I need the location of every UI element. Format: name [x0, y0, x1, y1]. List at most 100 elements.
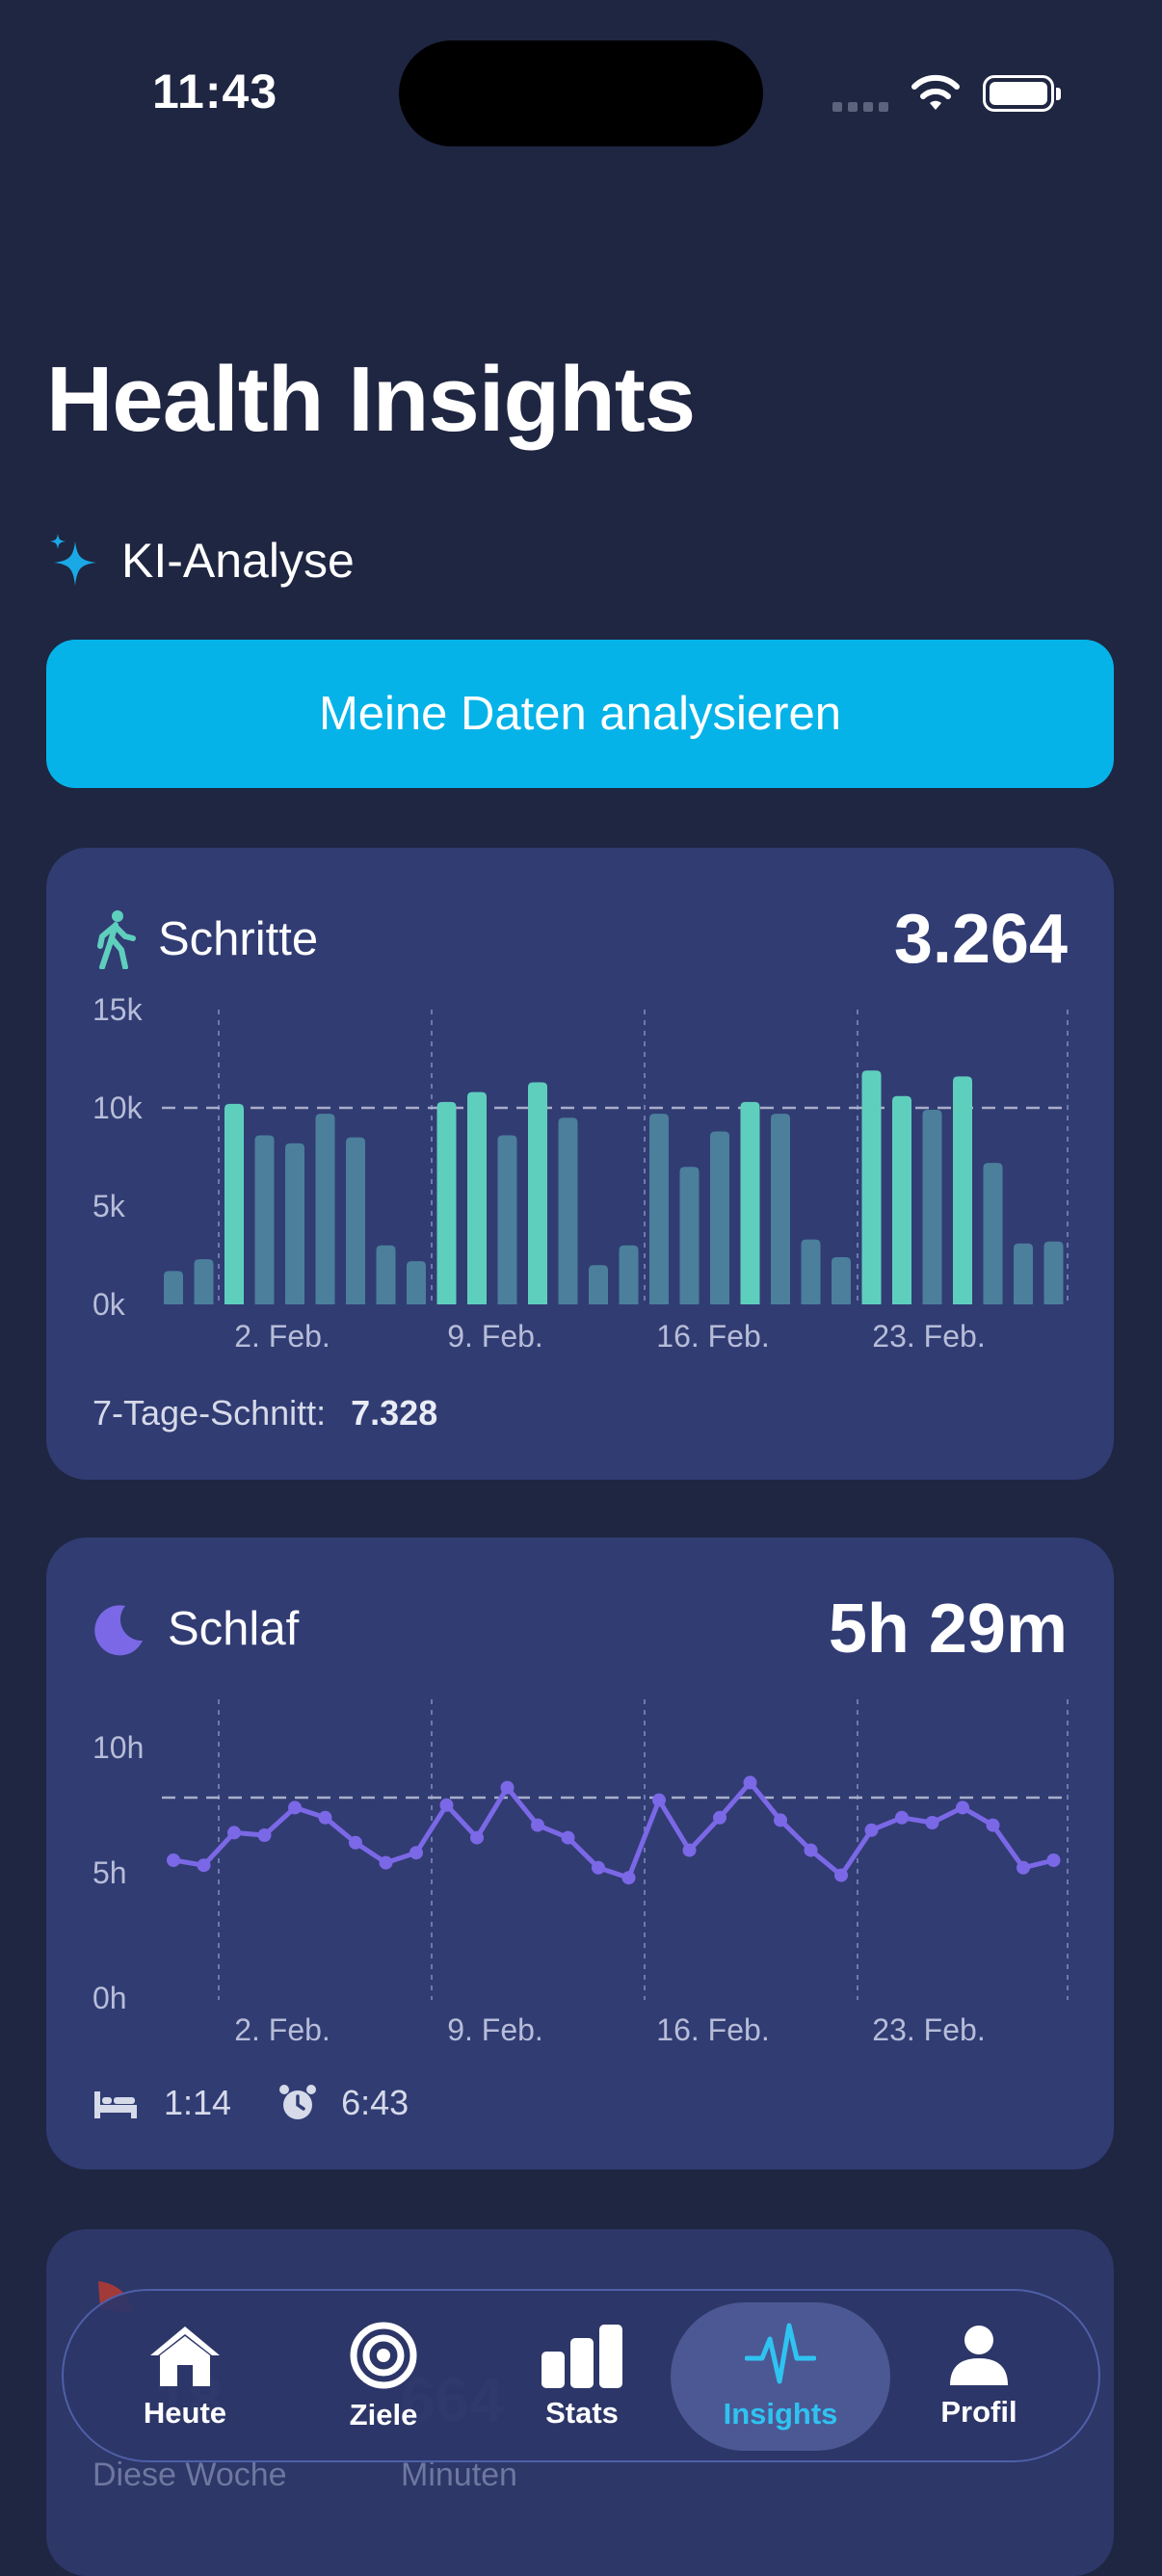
sleep-point: [986, 1818, 1000, 1832]
wake-value: 6:43: [341, 2083, 409, 2122]
tab-insights[interactable]: Insights: [671, 2302, 890, 2451]
steps-bar: [164, 1271, 183, 1304]
sleep-y-tick: 0h: [92, 1981, 127, 2015]
steps-bar: [376, 1245, 396, 1304]
steps-y-tick: 15k: [92, 992, 144, 1027]
ai-analysis-header: KI-Analyse: [46, 532, 355, 590]
tab-ziele[interactable]: Ziele: [274, 2302, 493, 2451]
steps-bar: [771, 1114, 790, 1304]
sleep-point: [470, 1830, 484, 1845]
sleep-x-tick: 2. Feb.: [234, 2012, 330, 2047]
battery-icon: [983, 75, 1061, 112]
steps-y-tick: 10k: [92, 1091, 144, 1125]
bedtime-value: 1:14: [164, 2083, 232, 2122]
tab-stats[interactable]: Stats: [472, 2302, 692, 2451]
steps-value: 3.264: [893, 901, 1068, 978]
steps-bar: [254, 1135, 275, 1304]
sleep-point: [621, 1871, 636, 1885]
steps-chart: 15k 10k 5k 0k 2. Feb. 9. Feb. 16. Feb. 23. Feb.: [92, 992, 1070, 1354]
tab-profil-label: Profil: [940, 2395, 1017, 2429]
sleep-y-tick: 10h: [92, 1730, 144, 1765]
moon-icon: [94, 1605, 143, 1656]
steps-bar: [710, 1131, 729, 1304]
tab-bar: Heute Ziele Stats Insights Profil: [62, 2289, 1100, 2462]
steps-title: Schritte: [158, 913, 319, 965]
tab-profil[interactable]: Profil: [869, 2302, 1089, 2451]
steps-bar: [1014, 1243, 1033, 1304]
sleep-point: [561, 1830, 575, 1845]
tab-stats-label: Stats: [545, 2396, 619, 2430]
alarm-clock-icon: [279, 2085, 317, 2119]
page-title: Health Insights: [46, 348, 696, 451]
steps-x-tick: 2. Feb.: [234, 1319, 330, 1354]
steps-bar: [740, 1101, 760, 1304]
status-time: 11:43: [152, 65, 278, 118]
sleep-y-tick: 5h: [92, 1855, 127, 1890]
sleep-point: [409, 1846, 423, 1860]
sleep-value: 5h 29m: [828, 1590, 1068, 1668]
steps-bar: [467, 1091, 487, 1304]
tab-heute-label: Heute: [143, 2396, 227, 2430]
steps-bar: [649, 1114, 669, 1304]
sleep-point: [288, 1801, 302, 1815]
sleep-point: [197, 1858, 211, 1873]
house-icon: [150, 2326, 220, 2386]
activity-minutes-label: Minuten: [401, 2457, 517, 2493]
steps-bar: [194, 1259, 214, 1304]
steps-bar: [832, 1257, 851, 1304]
target-icon: [350, 2322, 417, 2389]
bed-icon: [94, 2091, 137, 2118]
steps-bar: [224, 1103, 244, 1304]
steps-bar: [953, 1076, 972, 1304]
bar-chart-icon: [541, 2325, 622, 2388]
steps-bar: [892, 1095, 911, 1304]
sleep-point: [774, 1813, 787, 1827]
sleep-point: [925, 1816, 939, 1829]
sleep-x-tick: 16. Feb.: [656, 2012, 769, 2047]
sleep-card[interactable]: Schlaf 5h 29m 10h 5h 0h 2. Feb. 9. Feb. 16. F…: [46, 1538, 1114, 2169]
sleep-point: [834, 1868, 848, 1882]
sleep-x-tick: 23. Feb.: [872, 2012, 985, 2047]
sleep-point: [682, 1843, 697, 1857]
steps-x-tick: 9. Feb.: [447, 1319, 543, 1354]
steps-x-tick: 23. Feb.: [872, 1319, 985, 1354]
activity-days-label: Diese Woche: [92, 2457, 287, 2493]
sleep-point: [349, 1835, 362, 1850]
steps-bar: [922, 1110, 942, 1304]
sleep-point: [864, 1823, 879, 1837]
sleep-point: [1017, 1860, 1030, 1875]
steps-bar: [679, 1167, 700, 1304]
steps-bar: [558, 1117, 578, 1304]
steps-bar: [285, 1143, 304, 1304]
sleep-point: [500, 1780, 515, 1795]
tab-ziele-label: Ziele: [349, 2398, 418, 2431]
steps-y-tick: 5k: [92, 1189, 126, 1223]
tab-heute[interactable]: Heute: [75, 2302, 295, 2451]
sleep-point: [1046, 1853, 1061, 1867]
steps-x-tick: 16. Feb.: [656, 1319, 769, 1354]
steps-bar: [315, 1114, 335, 1304]
sleep-title: Schlaf: [168, 1603, 300, 1655]
steps-average-value: 7.328: [351, 1393, 438, 1433]
heartbeat-icon: [745, 2323, 816, 2384]
steps-card[interactable]: Schritte 3.264 15k 10k 5k 0k 2. Feb. 9. Feb. 1…: [46, 848, 1114, 1480]
steps-bar: [861, 1070, 882, 1304]
steps-average: 7-Tage-Schnitt: 7.328: [92, 1393, 437, 1433]
dynamic-island: [399, 40, 763, 146]
sleep-point: [592, 1860, 605, 1875]
sleep-point: [257, 1828, 272, 1842]
person-icon: [950, 2326, 1008, 2385]
sleep-times: 1:14 6:43: [92, 2083, 409, 2123]
cellular-signal-icon: [832, 102, 888, 112]
analyze-data-button[interactable]: Meine Daten analysieren: [46, 640, 1114, 788]
walking-figure-icon: [97, 910, 136, 969]
tab-insights-label: Insights: [723, 2397, 838, 2431]
steps-bar: [801, 1239, 821, 1304]
sleep-point: [895, 1810, 909, 1825]
sleep-point: [318, 1810, 332, 1825]
steps-bar: [528, 1082, 547, 1304]
sleep-point: [804, 1843, 818, 1857]
sleep-x-tick: 9. Feb.: [447, 2012, 543, 2047]
steps-bar: [983, 1163, 1003, 1304]
sleep-chart: 10h 5h 0h 2. Feb. 9. Feb. 16. Feb. 23. Feb.: [92, 1699, 1070, 2047]
